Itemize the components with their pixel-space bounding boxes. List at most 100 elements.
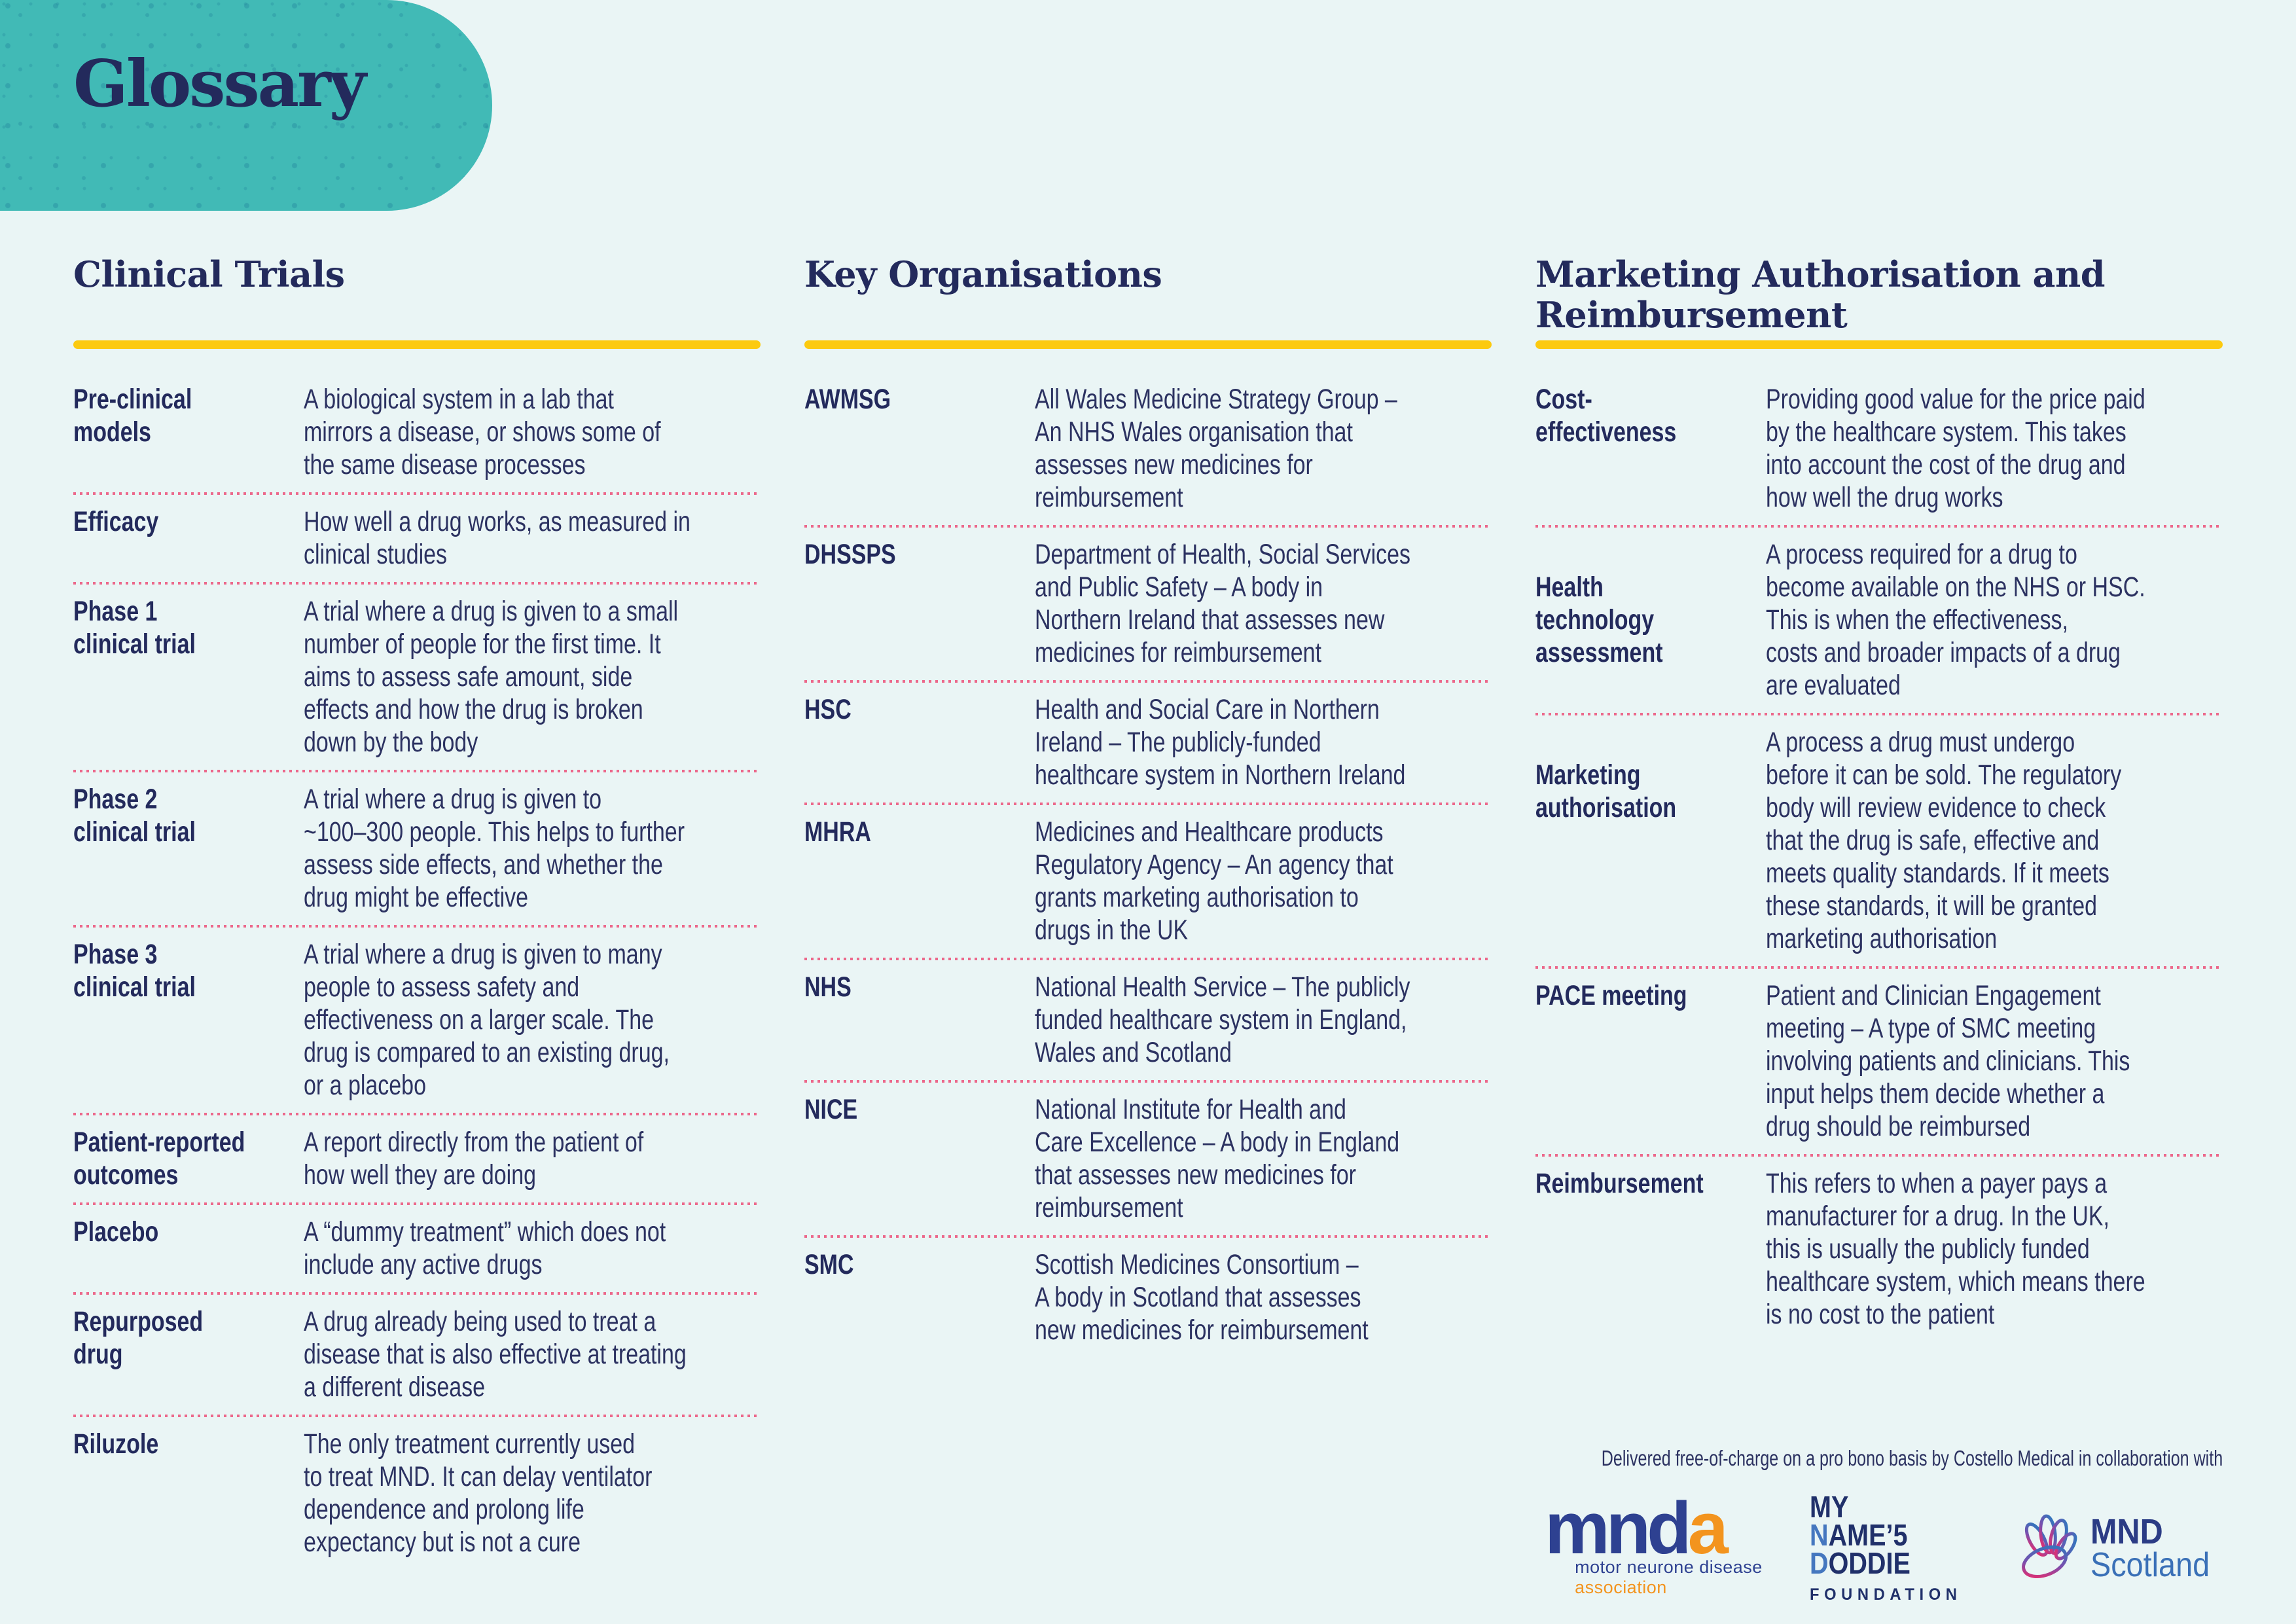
entry-term: Efficacy <box>73 506 159 537</box>
glossary-entry: AWMSG All Wales Medicine Strategy Group … <box>804 373 1492 525</box>
entry-term: Riluzole <box>73 1428 159 1460</box>
entry-term: Marketing authorisation <box>1535 759 1677 823</box>
glossary-entry: Reimbursement This refers to when a paye… <box>1535 1154 2223 1342</box>
mnda-wordmark-a: a <box>1687 1487 1729 1569</box>
entry-term: NHS <box>804 971 852 1003</box>
glossary-entry: Patient-reported outcomes A report direc… <box>73 1113 761 1202</box>
entry-definition: A trial where a drug is given to ~100–30… <box>304 784 685 913</box>
glossary-entry: Phase 2 clinical trial A trial where a d… <box>73 770 761 925</box>
glossary-column: Marketing Authorisation and Reimbursemen… <box>1535 254 2223 1570</box>
glossary-entry: Cost- effectiveness Providing good value… <box>1535 373 2223 525</box>
doddie-foundation-label: FOUNDATION <box>1809 1585 1962 1604</box>
entry-term: Cost- effectiveness <box>1535 384 1677 448</box>
column-title: Clinical Trials <box>73 253 345 295</box>
glossary-entry: Efficacy How well a drug works, as measu… <box>73 492 761 582</box>
doddie-doddie-text: ODDIE <box>1828 1546 1910 1580</box>
doddie-d-letter: D <box>1809 1546 1829 1580</box>
entry-term: Health technology assessment <box>1535 571 1663 668</box>
glossary-column: Clinical Trials Pre-clinical models A bi… <box>73 254 761 1570</box>
entry-definition: How well a drug works, as measured in cl… <box>304 506 691 570</box>
entry-definition: The only treatment currently used to tre… <box>304 1428 653 1558</box>
doddie-names-text: AME’5 <box>1828 1518 1908 1552</box>
doddie-line-doddie: DODDIE <box>1809 1546 1948 1580</box>
entry-definition: A trial where a drug is given to many pe… <box>304 939 670 1101</box>
page-title: Glossary <box>73 46 367 122</box>
column-entries: AWMSG All Wales Medicine Strategy Group … <box>804 373 1492 1358</box>
entry-term: Repurposed drug <box>73 1306 204 1370</box>
glossary-entry: DHSSPS Department of Health, Social Serv… <box>804 525 1492 680</box>
glossary-entry: Marketing authorisation A process a drug… <box>1535 713 2223 966</box>
entry-definition: Providing good value for the price paid … <box>1766 384 2145 513</box>
partner-logos: mnda motor neurone disease association M… <box>1405 1490 2223 1604</box>
entry-definition: Health and Social Care in Northern Irela… <box>1035 694 1406 791</box>
entry-term: SMC <box>804 1249 854 1280</box>
glossary-entry: Pre-clinical models A biological system … <box>73 373 761 492</box>
collaboration-note: Delivered free-of-charge on a pro bono b… <box>1405 1446 2223 1471</box>
entry-term: Phase 2 clinical trial <box>73 784 196 848</box>
mnda-wordmark-mnd: mnd <box>1545 1487 1691 1569</box>
entry-definition: National Health Service – The publicly f… <box>1035 971 1410 1068</box>
glossary-entry: SMC Scottish Medicines Consortium – A bo… <box>804 1235 1492 1358</box>
glossary-entry: Phase 3 clinical trial A trial where a d… <box>73 925 761 1113</box>
yellow-divider <box>1535 340 2223 349</box>
footer: Delivered free-of-charge on a pro bono b… <box>1405 1446 2223 1604</box>
column-entries: Pre-clinical models A biological system … <box>73 373 761 1570</box>
scotland-text: Scotland <box>2090 1546 2210 1584</box>
entry-term: Reimbursement <box>1535 1168 1704 1199</box>
entry-term: Phase 1 clinical trial <box>73 596 196 660</box>
doddie-line-names: NAME’5 <box>1810 1518 1948 1552</box>
entry-definition: A drug already being used to treat a dis… <box>304 1306 687 1403</box>
mnd-scotland-text: MND Scotland <box>2090 1512 2223 1582</box>
entry-definition: All Wales Medicine Strategy Group – An N… <box>1035 384 1397 513</box>
glossary-entry: Repurposed drug A drug already being use… <box>73 1292 761 1415</box>
entry-term: Patient-reported outcomes <box>73 1127 245 1191</box>
entry-definition: A process required for a drug to become … <box>1766 539 2145 701</box>
entry-term: NICE <box>804 1094 858 1125</box>
glossary-entry: NHS National Health Service – The public… <box>804 958 1492 1080</box>
glossary-columns: Clinical Trials Pre-clinical models A bi… <box>73 254 2223 1570</box>
entry-definition: A “dummy treatment” which does not inclu… <box>304 1216 666 1280</box>
glossary-column: Key Organisations AWMSG All Wales Medici… <box>804 254 1492 1570</box>
entry-term: PACE meeting <box>1535 980 1687 1011</box>
entry-term: AWMSG <box>804 384 891 415</box>
glossary-entry: Health technology assessment A process r… <box>1535 525 2223 713</box>
header-blob: Glossary <box>0 0 492 211</box>
entry-definition: This refers to when a payer pays a manuf… <box>1766 1168 2145 1330</box>
hand-loops-icon <box>2021 1514 2077 1578</box>
entry-term: MHRA <box>804 816 871 848</box>
glossary-entry: HSC Health and Social Care in Northern I… <box>804 680 1492 803</box>
entry-definition: A biological system in a lab that mirror… <box>304 384 661 480</box>
entry-term: Pre-clinical models <box>73 384 192 448</box>
glossary-entry: Phase 1 clinical trial A trial where a d… <box>73 582 761 770</box>
entry-definition: Patient and Clinician Engagement meeting… <box>1766 980 2130 1142</box>
entry-definition: National Institute for Health and Care E… <box>1035 1094 1400 1223</box>
mnd-text: MND <box>2090 1512 2163 1551</box>
doddie-my-text: MY <box>1809 1490 1849 1524</box>
entry-definition: A trial where a drug is given to a small… <box>304 596 679 758</box>
glossary-entry: MHRA Medicines and Healthcare products R… <box>804 803 1492 958</box>
glossary-entry: PACE meeting Patient and Clinician Engag… <box>1535 966 2223 1154</box>
yellow-divider <box>73 340 761 349</box>
mnd-scotland-mnd: MND <box>2090 1512 2223 1551</box>
column-title: Key Organisations <box>804 253 1162 295</box>
entry-term: HSC <box>804 694 852 725</box>
mnda-association-label: association <box>1575 1578 1667 1597</box>
glossary-entry: Placebo A “dummy treatment” which does n… <box>73 1202 761 1292</box>
mnd-scotland-logo: MND Scotland <box>2017 1512 2223 1585</box>
collaboration-note-text: Delivered free-of-charge on a pro bono b… <box>1601 1446 2223 1470</box>
column-entries: Cost- effectiveness Providing good value… <box>1535 373 2223 1342</box>
glossary-entry: Riluzole The only treatment currently us… <box>73 1415 761 1570</box>
entry-definition: Medicines and Healthcare products Regula… <box>1035 816 1393 946</box>
entry-definition: A process a drug must undergo before it … <box>1766 727 2122 954</box>
mnd-scotland-scotland: Scotland <box>2090 1548 2223 1582</box>
entry-definition: Scottish Medicines Consortium – A body i… <box>1035 1249 1369 1346</box>
doddie-foundation-logo: MY NAME’5 DODDIE FOUNDATION <box>1809 1490 1970 1604</box>
column-title: Marketing Authorisation and Reimbursemen… <box>1535 253 2106 336</box>
entry-definition: A report directly from the patient of ho… <box>304 1127 644 1191</box>
entry-definition: Department of Health, Social Services an… <box>1035 539 1410 668</box>
mnda-subtitle: motor neurone disease <box>1575 1557 1763 1577</box>
glossary-entry: NICE National Institute for Health and C… <box>804 1080 1492 1235</box>
mnda-wordmark: mnda <box>1545 1492 1763 1565</box>
yellow-divider <box>804 340 1492 349</box>
entry-term: DHSSPS <box>804 539 896 570</box>
